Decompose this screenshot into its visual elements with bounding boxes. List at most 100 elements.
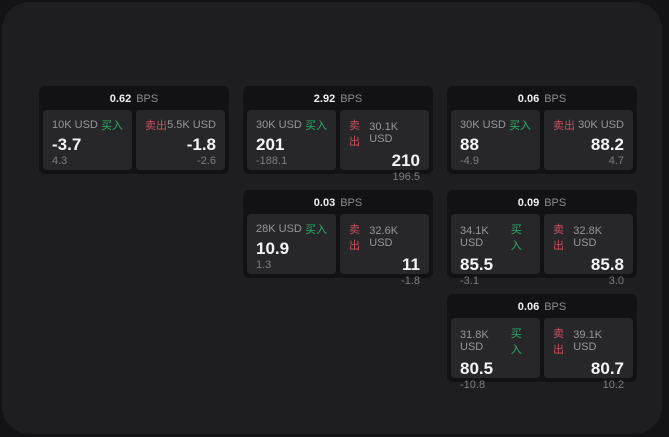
buy-sub-value: 4.3 (52, 154, 68, 167)
quote-card: 0.06 BPS 31.8K USD 买入 80.5 -10.8 卖出 39.1… (447, 294, 637, 391)
buy-panel[interactable]: 31.8K USD 买入 80.5 -10.8 (451, 318, 540, 391)
sell-notional: 5.5K USD (167, 119, 216, 131)
buy-sell-panels: 30K USD 买入 201 -188.1 卖出 30.1K USD 210 1… (247, 110, 429, 183)
sell-sub-value: 3.0 (608, 274, 624, 287)
sell-top-row: 卖出 5.5K USD (145, 117, 216, 133)
buy-sub-value: -3.1 (460, 274, 479, 287)
sell-side-label: 卖出 (349, 120, 360, 148)
buy-top-row: 10K USD 买入 (52, 117, 123, 133)
buy-sell-panels: 10K USD 买入 -3.7 4.3 卖出 5.5K USD -1.8 -2.… (43, 110, 225, 170)
buy-side-label: 买入 (101, 120, 123, 132)
sell-panel[interactable]: 卖出 30K USD 88.2 4.7 (544, 110, 633, 170)
sell-side-label: 卖出 (553, 328, 564, 356)
buy-price: -3.7 (52, 135, 82, 154)
sell-notional: 32.8K USD (573, 225, 603, 249)
bps-value: 0.03 (313, 197, 336, 209)
buy-sub-value: 1.3 (256, 258, 272, 271)
buy-top-row: 28K USD 买入 (256, 221, 327, 237)
card-header: 0.09 BPS (451, 190, 633, 214)
sell-sub-value: -1.8 (401, 274, 420, 287)
buy-sell-panels: 30K USD 买入 88 -4.9 卖出 30K USD 88.2 4.7 (451, 110, 633, 170)
sell-panel[interactable]: 卖出 5.5K USD -1.8 -2.6 (136, 110, 225, 170)
quote-card: 0.06 BPS 30K USD 买入 88 -4.9 卖出 30K USD (447, 86, 637, 174)
card-header: 0.06 BPS (451, 86, 633, 110)
buy-sub-value: -4.9 (460, 154, 479, 167)
sell-notional: 32.6K USD (369, 225, 399, 249)
sell-sub-value: 196.5 (392, 170, 420, 183)
sell-price: 88.2 (590, 135, 624, 154)
sell-side-label: 卖出 (145, 120, 167, 132)
buy-side-label: 买入 (510, 328, 522, 356)
bps-unit-label: BPS (340, 197, 363, 209)
sell-top-row: 卖出 39.1K USD (553, 325, 624, 357)
quote-card: 0.03 BPS 28K USD 买入 10.9 1.3 卖出 32.6K US… (243, 190, 433, 287)
sell-side-label: 卖出 (553, 224, 564, 252)
sell-notional: 30K USD (578, 119, 624, 131)
buy-notional: 10K USD (52, 119, 98, 131)
buy-sell-panels: 31.8K USD 买入 80.5 -10.8 卖出 39.1K USD 80.… (451, 318, 633, 391)
sell-top-row: 卖出 30K USD (553, 117, 624, 133)
sell-sub-value: 10.2 (602, 378, 624, 391)
quote-card: 0.62 BPS 10K USD 买入 -3.7 4.3 卖出 5.5K USD (39, 86, 229, 174)
sell-top-row: 卖出 32.6K USD (349, 221, 420, 253)
buy-top-row: 30K USD 买入 (460, 117, 531, 133)
buy-notional: 31.8K USD (460, 329, 489, 353)
buy-price: 10.9 (256, 239, 290, 258)
buy-side-label: 买入 (510, 224, 522, 252)
buy-notional: 30K USD (460, 119, 506, 131)
sell-panel[interactable]: 卖出 32.8K USD 85.8 3.0 (544, 214, 633, 287)
sell-panel[interactable]: 卖出 32.6K USD 11 -1.8 (340, 214, 429, 287)
sell-price: 11 (402, 255, 420, 274)
buy-panel[interactable]: 28K USD 买入 10.9 1.3 (247, 214, 336, 274)
sell-price: 85.8 (590, 255, 624, 274)
sell-side-label: 卖出 (349, 224, 360, 252)
sell-price: 210 (391, 151, 420, 170)
buy-sell-panels: 28K USD 买入 10.9 1.3 卖出 32.6K USD 11 -1.8 (247, 214, 429, 287)
sell-top-row: 卖出 32.8K USD (553, 221, 624, 253)
sell-panel[interactable]: 卖出 39.1K USD 80.7 10.2 (544, 318, 633, 391)
card-header: 0.03 BPS (247, 190, 429, 214)
bps-value: 0.06 (517, 301, 540, 313)
buy-notional: 34.1K USD (460, 225, 489, 249)
bps-unit-label: BPS (544, 197, 567, 209)
bps-value: 0.09 (517, 197, 540, 209)
bps-value: 0.06 (517, 93, 540, 105)
buy-panel[interactable]: 34.1K USD 买入 85.5 -3.1 (451, 214, 540, 287)
sell-notional: 30.1K USD (369, 121, 399, 145)
sell-panel[interactable]: 卖出 30.1K USD 210 196.5 (340, 110, 429, 183)
buy-sub-value: -188.1 (256, 154, 288, 167)
quote-card-grid: 0.62 BPS 10K USD 买入 -3.7 4.3 卖出 5.5K USD (39, 86, 637, 391)
buy-side-label: 买入 (305, 120, 327, 132)
buy-notional: 28K USD (256, 223, 302, 235)
buy-sub-value: -10.8 (460, 378, 486, 391)
sell-sub-value: 4.7 (608, 154, 624, 167)
buy-top-row: 30K USD 买入 (256, 117, 327, 133)
bps-unit-label: BPS (544, 301, 567, 313)
buy-notional: 30K USD (256, 119, 302, 131)
sell-side-label: 卖出 (553, 120, 575, 132)
bps-value: 2.92 (313, 93, 336, 105)
buy-price: 85.5 (460, 255, 494, 274)
sell-price: -1.8 (186, 135, 216, 154)
card-header: 0.06 BPS (451, 294, 633, 318)
buy-side-label: 买入 (305, 224, 327, 236)
card-header: 0.62 BPS (43, 86, 225, 110)
buy-price: 80.5 (460, 359, 494, 378)
card-header: 2.92 BPS (247, 86, 429, 110)
quote-card: 0.09 BPS 34.1K USD 买入 85.5 -3.1 卖出 32.8K… (447, 190, 637, 287)
sell-notional: 39.1K USD (573, 329, 603, 353)
bps-value: 0.62 (109, 93, 132, 105)
buy-panel[interactable]: 10K USD 买入 -3.7 4.3 (43, 110, 132, 170)
buy-sell-panels: 34.1K USD 买入 85.5 -3.1 卖出 32.8K USD 85.8… (451, 214, 633, 287)
bps-unit-label: BPS (340, 93, 363, 105)
bps-unit-label: BPS (544, 93, 567, 105)
sell-price: 80.7 (590, 359, 624, 378)
buy-side-label: 买入 (509, 120, 531, 132)
sell-sub-value: -2.6 (197, 154, 216, 167)
buy-panel[interactable]: 30K USD 买入 88 -4.9 (451, 110, 540, 170)
buy-top-row: 31.8K USD 买入 (460, 325, 531, 357)
buy-panel[interactable]: 30K USD 买入 201 -188.1 (247, 110, 336, 170)
bps-unit-label: BPS (136, 93, 159, 105)
buy-price: 201 (256, 135, 285, 154)
sell-top-row: 卖出 30.1K USD (349, 117, 420, 149)
